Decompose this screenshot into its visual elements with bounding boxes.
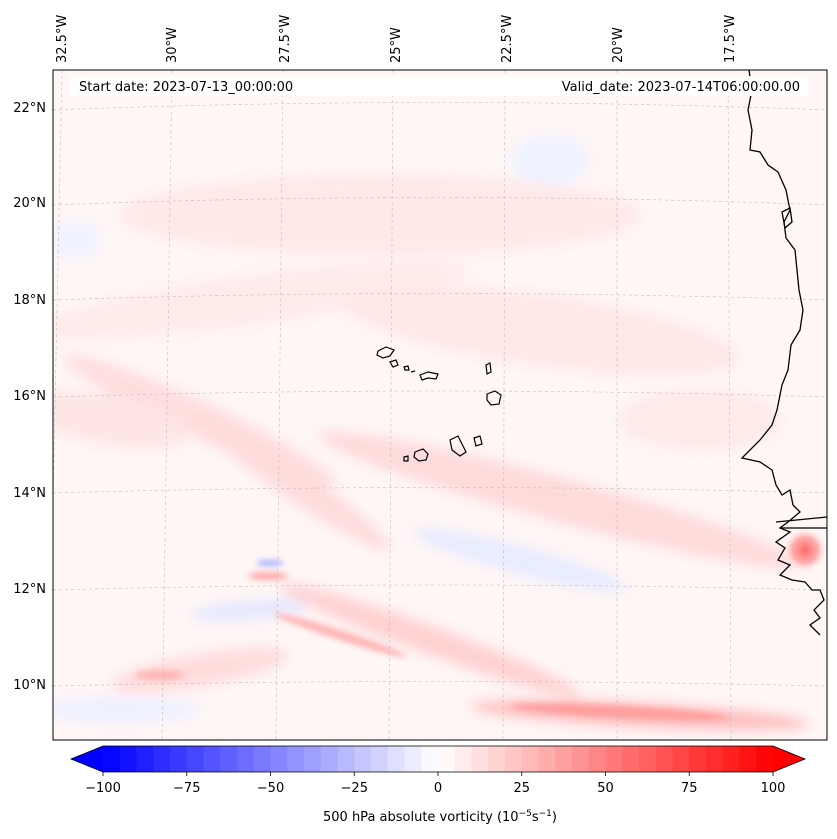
- colorbar-segment: [622, 746, 640, 772]
- colorbar-segment: [387, 746, 406, 772]
- colorbar-tick-label: −50: [257, 781, 284, 796]
- colorbar-ticks: −100 −75 −50 −25 0 25 50 75 100: [85, 772, 785, 796]
- lon-label: 22.5°W: [500, 15, 515, 63]
- colorbar-segment: [538, 746, 556, 772]
- colorbar-segment: [186, 746, 205, 772]
- colorbar-segment: [655, 746, 674, 772]
- lon-label: 32.5°W: [55, 15, 70, 63]
- colorbar-segment: [471, 746, 489, 772]
- colorbar-tick-label: 25: [513, 781, 530, 796]
- colorbar-tick-label: 0: [434, 781, 442, 796]
- colorbar-segment: [588, 746, 607, 772]
- colorbar-segment: [253, 746, 272, 772]
- colorbar-segment: [672, 746, 690, 772]
- colorbar-segment: [220, 746, 238, 772]
- colorbar-segment: [572, 746, 590, 772]
- colorbar-tick-label: 100: [761, 781, 786, 796]
- colorbar-segment: [320, 746, 339, 772]
- colorbar-segment: [371, 746, 389, 772]
- map-frame: [52, 69, 828, 741]
- colorbar-segment: [119, 746, 138, 772]
- lat-label: 14°N: [13, 486, 46, 501]
- cape-verde-islands: [376, 346, 502, 462]
- colorbar-segment: [706, 746, 724, 772]
- colorbar-segment: [605, 746, 623, 772]
- colorbar-segment: [337, 746, 355, 772]
- colorbar-segment: [136, 746, 154, 772]
- lon-label: 17.5°W: [723, 15, 738, 63]
- colorbar-segment: [639, 746, 657, 772]
- colorbar-tick-label: 50: [597, 781, 614, 796]
- colorbar-segment: [505, 746, 523, 772]
- lon-label: 20°W: [611, 27, 626, 63]
- valid-date-label: Valid_date: 2023-07-14T06:00:00.00: [562, 80, 800, 95]
- coastline: [740, 70, 827, 636]
- colorbar-segment: [421, 746, 439, 772]
- colorbar-segment: [454, 746, 473, 772]
- colorbar-segment: [404, 746, 422, 772]
- lat-label: 18°N: [13, 293, 46, 308]
- start-date-label: Start date: 2023-07-13_00:00:00: [79, 80, 293, 95]
- colorbar-segment: [756, 746, 774, 772]
- colorbar-segment: [153, 746, 171, 772]
- latitude-labels: 22°N 20°N 18°N 16°N 14°N 12°N 10°N: [13, 101, 46, 693]
- colorbar-segment: [689, 746, 707, 772]
- lon-label: 27.5°W: [278, 15, 293, 63]
- lat-label: 12°N: [13, 582, 46, 597]
- colorbar-segment: [555, 746, 573, 772]
- colorbar-segment: [103, 746, 121, 772]
- lat-label: 22°N: [13, 101, 46, 116]
- colorbar-tick-label: −75: [173, 781, 200, 796]
- colorbar-segment: [739, 746, 757, 772]
- lon-label: 25°W: [389, 27, 404, 63]
- map-panel: [53, 70, 827, 740]
- colorbar-segment: [521, 746, 540, 772]
- colorbar-title: 500 hPa absolute vorticity (10−5s−1): [323, 809, 557, 825]
- lat-label: 20°N: [13, 196, 46, 211]
- lat-label: 16°N: [13, 389, 46, 404]
- colorbar-tick-label: 75: [681, 781, 698, 796]
- vorticity-maximum: [783, 528, 827, 572]
- colorbar-segment: [287, 746, 305, 772]
- lat-label: 10°N: [13, 678, 46, 693]
- colorbar-segment: [488, 746, 506, 772]
- colorbar-tick-label: −100: [85, 781, 121, 796]
- colorbar-extend-min: [71, 746, 103, 772]
- date-header-box: [70, 76, 808, 96]
- colorbar-segment: [203, 746, 221, 772]
- colorbar-segment: [170, 746, 188, 772]
- vorticity-field-cores: [135, 560, 730, 721]
- colorbar-segment: [354, 746, 372, 772]
- colorbar-segment: [237, 746, 255, 772]
- colorbar-segment: [270, 746, 288, 772]
- lon-label: 30°W: [165, 27, 180, 63]
- colorbar: [69, 745, 807, 773]
- colorbar-segment: [438, 746, 456, 772]
- graticule: [53, 70, 827, 740]
- longitude-labels: 32.5°W 30°W 27.5°W 25°W 22.5°W 20°W 17.5…: [55, 15, 738, 63]
- colorbar-tick-label: −25: [341, 781, 368, 796]
- colorbar-extend-max: [773, 746, 805, 772]
- colorbar-segment: [722, 746, 741, 772]
- colorbar-segment: [304, 746, 322, 772]
